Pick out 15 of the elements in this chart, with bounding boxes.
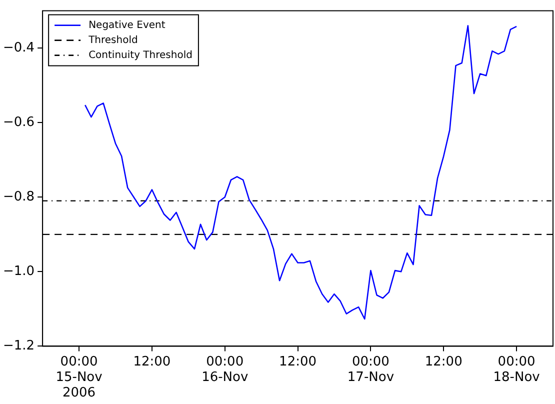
x-tick-label: 00:00 18-Nov [493,354,540,385]
y-tick-label: −0.8 [2,190,35,205]
x-tick-label: 12:00 [133,354,171,370]
x-tick-label: 00:00 15-Nov 2006 [56,354,103,401]
x-tick-label: 00:00 17-Nov [347,354,394,385]
x-tick-label: 12:00 [279,354,317,370]
legend-label: Negative Event [88,20,166,31]
legend-label: Continuity Threshold [88,50,192,61]
y-tick-label: −0.6 [2,114,35,130]
y-tick-label: −1.0 [2,264,35,280]
legend-label: Threshold [88,34,138,46]
x-tick-label: 00:00 16-Nov [202,354,248,385]
y-tick-label: −1.2 [2,338,35,354]
x-tick-label: 12:00 [424,354,462,370]
y-tick-label: −0.4 [2,40,35,56]
